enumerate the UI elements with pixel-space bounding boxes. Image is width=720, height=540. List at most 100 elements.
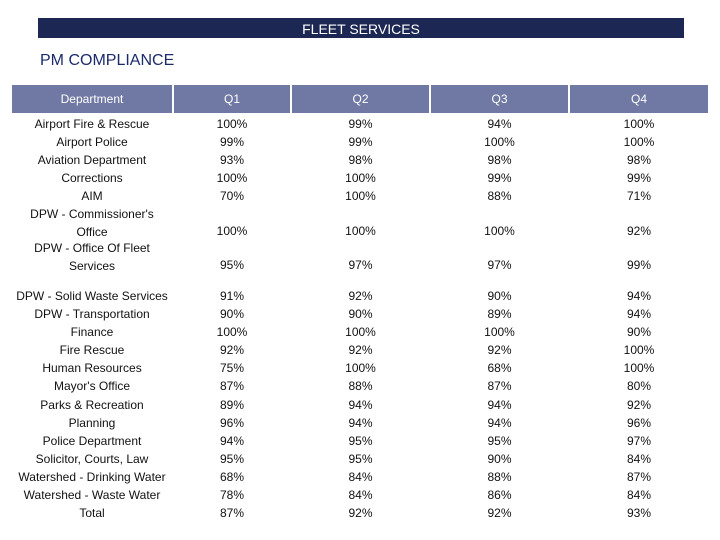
fleet-department: DPW - Office Of Fleet Services xyxy=(12,239,172,275)
q4-cell: 71% xyxy=(626,189,652,204)
department-cell: Corrections xyxy=(61,171,123,186)
q2-cell: 95% xyxy=(348,433,373,448)
q3-cell: 94% xyxy=(487,397,512,412)
q4-cell: 94% xyxy=(626,289,652,303)
q4-cell: 100% xyxy=(623,343,655,358)
q2-cell: 84% xyxy=(348,469,373,484)
q1-cell: 70% xyxy=(219,189,245,204)
q2-cell: 100% xyxy=(345,224,376,238)
q4-column-group2: 94% 94% 90% 100% 100% 80% 92% 96% 97% 84% 87% 84% 93… xyxy=(570,287,708,522)
department-cell: Police Department xyxy=(42,433,142,448)
q3-cell: 98% xyxy=(487,153,512,168)
q3-cell: 95% xyxy=(487,433,512,448)
q2-cell: 98% xyxy=(348,153,373,168)
q1-cell: 87% xyxy=(219,379,245,394)
q3-cell: 100% xyxy=(484,325,515,340)
q4-cell: 84% xyxy=(626,488,652,503)
q1-cell: 87% xyxy=(219,506,245,521)
column-header-department: Department xyxy=(12,85,172,113)
q1-cell: 100% xyxy=(216,171,248,186)
q3-cell: 97% xyxy=(487,258,512,272)
q2-cell: 94% xyxy=(348,397,373,412)
column-header-q3: Q3 xyxy=(431,85,568,113)
department-cell: Solicitor, Courts, Law xyxy=(35,451,149,466)
q3-column-group1: 94% 100% 98% 99% 88% xyxy=(431,115,568,205)
q1-cell: 95% xyxy=(219,258,245,272)
q4-cell: 93% xyxy=(626,506,652,521)
q3-cell: 88% xyxy=(487,189,512,204)
commissioner-department: DPW - Commissioner's Office xyxy=(12,205,172,241)
q3-cell: 92% xyxy=(487,343,512,358)
q1-cell: 100% xyxy=(216,117,248,131)
department-column-group2: DPW - Solid Waste Services DPW - Transpor… xyxy=(12,287,172,522)
q3-cell: 86% xyxy=(487,488,512,503)
department-cell: Airport Police xyxy=(56,135,128,150)
q1-cell: 99% xyxy=(219,135,245,150)
q4-cell: 84% xyxy=(626,451,652,466)
q1-column-group1: 100% 99% 93% 100% 70% xyxy=(174,115,290,205)
q2-cell: 84% xyxy=(348,488,373,503)
q1-cell: 89% xyxy=(219,397,245,412)
department-cell: AIM xyxy=(81,189,103,204)
q1-cell: 95% xyxy=(219,451,245,466)
q2-cell: 100% xyxy=(345,325,376,340)
q2-column-group2: 92% 90% 100% 92% 100% 88% 94% 94% 95% 95% 84% 84% 92… xyxy=(292,287,429,522)
q4-cell: 96% xyxy=(626,415,652,430)
department-cell: Watershed - Drinking Water xyxy=(18,469,166,484)
q2-cell: 97% xyxy=(348,258,373,272)
department-cell: Human Resources xyxy=(42,361,142,376)
column-header-q2: Q2 xyxy=(292,85,429,113)
q4-cell: 99% xyxy=(626,171,652,186)
q2-cell: 94% xyxy=(348,415,373,430)
q1-cell: 75% xyxy=(219,361,245,376)
department-cell: Total xyxy=(79,506,105,521)
page-banner: FLEET SERVICES xyxy=(38,18,684,38)
q4-cell: 98% xyxy=(626,153,652,168)
q3-cell: 92% xyxy=(487,506,512,521)
department-cell: Fire Rescue xyxy=(59,343,125,358)
q3-cell: 99% xyxy=(487,171,512,186)
q4-cell: 97% xyxy=(626,433,652,448)
q1-cell: 100% xyxy=(216,325,248,340)
q1-cell: 68% xyxy=(219,469,245,484)
department-cell: DPW - Office Of Fleet xyxy=(34,241,150,255)
q3-cell: 100% xyxy=(484,224,515,238)
q2-cell: 100% xyxy=(345,171,376,186)
q2-column-group1: 99% 99% 98% 100% 100% xyxy=(292,115,429,205)
q2-cell: 90% xyxy=(348,307,373,322)
department-cell: Parks & Recreation xyxy=(40,397,144,412)
department-cell: DPW - Commissioner's xyxy=(30,207,154,221)
q3-cell: 100% xyxy=(484,135,515,150)
q2-cell: 99% xyxy=(348,135,373,150)
q4-cell: 80% xyxy=(626,379,652,394)
q3-cell: 87% xyxy=(487,379,512,394)
q3-column-group2: 90% 89% 100% 92% 68% 87% 94% 94% 95% 90% 88% 86% 92% xyxy=(431,287,568,522)
q4-cell: 99% xyxy=(626,258,652,272)
q1-cell: 92% xyxy=(219,343,245,358)
q2-cell: 92% xyxy=(348,343,373,358)
department-cell: Aviation Department xyxy=(37,153,147,168)
q3-cell: 89% xyxy=(487,307,512,322)
q4-cell: 92% xyxy=(626,224,652,238)
q2-cell: 88% xyxy=(348,379,373,394)
q3-cell: 88% xyxy=(487,469,512,484)
q4-cell: 100% xyxy=(623,135,655,150)
department-column-group1: Airport Fire & Rescue Airport Police Aviat… xyxy=(12,115,172,205)
q2-cell: 95% xyxy=(348,451,373,466)
q1-cell: 78% xyxy=(219,488,245,503)
department-cell: DPW - Transportation xyxy=(34,307,150,322)
q1-cell: 94% xyxy=(219,433,245,448)
q4-cell: 94% xyxy=(626,307,652,322)
department-cell: Services xyxy=(68,259,115,274)
department-cell: Airport Fire & Rescue xyxy=(34,117,150,131)
q4-cell: 90% xyxy=(626,325,652,340)
q1-cell: 96% xyxy=(219,415,245,430)
q2-cell: 100% xyxy=(345,189,376,204)
q4-cell: 92% xyxy=(626,397,652,412)
q3-cell: 94% xyxy=(487,415,512,430)
q3-cell: 90% xyxy=(487,451,512,466)
q2-cell: 92% xyxy=(348,289,373,303)
page-subtitle: PM COMPLIANCE xyxy=(40,52,175,69)
q4-column-group1: 100% 100% 98% 99% 71% xyxy=(570,115,708,205)
q2-cell: 100% xyxy=(345,361,376,376)
